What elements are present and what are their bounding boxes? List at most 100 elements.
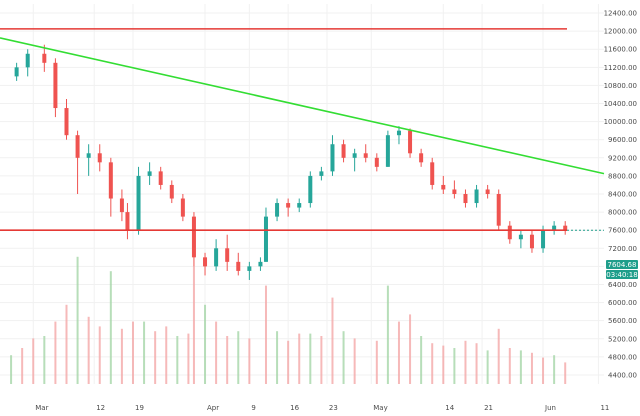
volume-bar	[21, 348, 24, 384]
volume-bar	[187, 333, 190, 384]
y-tick-label: 4800.00	[608, 353, 637, 361]
volume-bar	[542, 357, 545, 384]
volume-bar	[287, 340, 290, 384]
volume-bar	[342, 331, 345, 384]
volume-bar	[298, 333, 301, 384]
volume-bar	[176, 336, 179, 384]
drawn-lines	[0, 28, 605, 231]
candle-body	[563, 225, 568, 231]
candle-body	[419, 153, 424, 163]
y-tick-label: 4400.00	[608, 371, 637, 379]
candle-body	[408, 130, 413, 154]
volume-bar	[331, 297, 334, 384]
y-tick-label: 12400.00	[604, 10, 637, 18]
candle-body	[474, 189, 479, 204]
candle-body	[430, 162, 435, 185]
y-tick-label: 7200.00	[608, 245, 637, 253]
volume-bar	[486, 350, 489, 384]
y-tick-label: 10000.00	[604, 118, 637, 126]
volume-bar	[120, 328, 123, 384]
volume-bar	[143, 321, 146, 384]
candle-body	[297, 203, 302, 208]
candle-body	[374, 157, 379, 167]
candle-body	[552, 225, 557, 231]
y-tick-label: 6000.00	[608, 299, 637, 307]
candle-body	[507, 225, 512, 240]
y-tick-label: 11200.00	[604, 64, 637, 72]
candle-body	[214, 248, 219, 267]
candle-body	[119, 198, 124, 213]
candle-body	[158, 171, 163, 185]
candle-body	[169, 184, 174, 199]
price-candles	[14, 44, 568, 280]
candle-body	[42, 53, 47, 63]
volume-bar	[204, 304, 207, 384]
x-tick-label: Jun	[544, 404, 556, 412]
volume-bar	[453, 348, 456, 384]
candle-body	[385, 135, 390, 167]
candle-body	[529, 234, 534, 249]
y-tick-label: 10800.00	[604, 82, 637, 90]
x-tick-label: 21	[484, 404, 493, 412]
volume-bar	[397, 321, 400, 384]
volume-bar	[564, 362, 567, 384]
candle-body	[247, 266, 252, 271]
y-tick-label: 11600.00	[604, 46, 637, 54]
candle-body	[541, 230, 546, 249]
volume-bar	[420, 336, 423, 384]
candle-body	[203, 257, 208, 267]
y-tick-label: 7600.00	[608, 227, 637, 235]
x-tick-label: 16	[290, 404, 299, 412]
volume-bar	[475, 343, 478, 384]
candle-body	[263, 216, 268, 262]
candle-body	[286, 203, 291, 208]
x-tick-label: 12	[96, 404, 105, 412]
axes: 12400.00 12000.00 11600.00 11200.00 10800.00…	[35, 10, 637, 412]
y-tick-label: 9600.00	[608, 136, 637, 144]
volume-bars	[10, 256, 567, 384]
volume-bar	[215, 321, 218, 384]
candle-body	[452, 189, 457, 194]
candle-body	[25, 53, 30, 68]
downtrend-line	[0, 37, 605, 175]
candle-body	[236, 261, 241, 271]
volume-bar	[131, 321, 134, 384]
y-tick-label: 6400.00	[608, 281, 637, 289]
y-tick-label: 8400.00	[608, 191, 637, 199]
countdown-label: 03:40:18	[606, 271, 637, 279]
candle-body	[53, 62, 58, 109]
volume-bar	[32, 338, 35, 384]
y-tick-label: 8000.00	[608, 209, 637, 217]
candle-body	[14, 67, 19, 77]
volume-bar	[309, 333, 312, 384]
candle-body	[463, 194, 468, 204]
current-price-labels: 7604.68 03:40:18	[606, 260, 638, 279]
candle-body	[441, 184, 446, 190]
candle-body	[97, 153, 102, 163]
volume-bar	[553, 355, 556, 384]
volume-bar	[375, 340, 378, 384]
candle-body	[147, 171, 152, 176]
x-tick-label: May	[373, 404, 387, 412]
y-tick-label: 12000.00	[604, 28, 637, 36]
volume-bar	[54, 321, 57, 384]
candle-body	[341, 144, 346, 158]
volume-bar	[353, 338, 356, 384]
candle-body	[64, 108, 69, 136]
candle-body	[352, 153, 357, 158]
y-tick-label: 5200.00	[608, 335, 637, 343]
candle-body	[86, 153, 91, 158]
volume-bar	[226, 336, 229, 384]
candle-body	[308, 175, 313, 204]
volume-bar	[248, 338, 251, 384]
current-price-label-box	[606, 260, 638, 269]
candle-body	[180, 198, 185, 217]
volume-bar	[519, 350, 522, 384]
x-tick-label: 11	[600, 404, 609, 412]
volume-bar	[409, 314, 412, 384]
y-tick-label: 8800.00	[608, 172, 637, 180]
x-tick-label: 14	[445, 404, 454, 412]
candle-body	[363, 153, 368, 158]
